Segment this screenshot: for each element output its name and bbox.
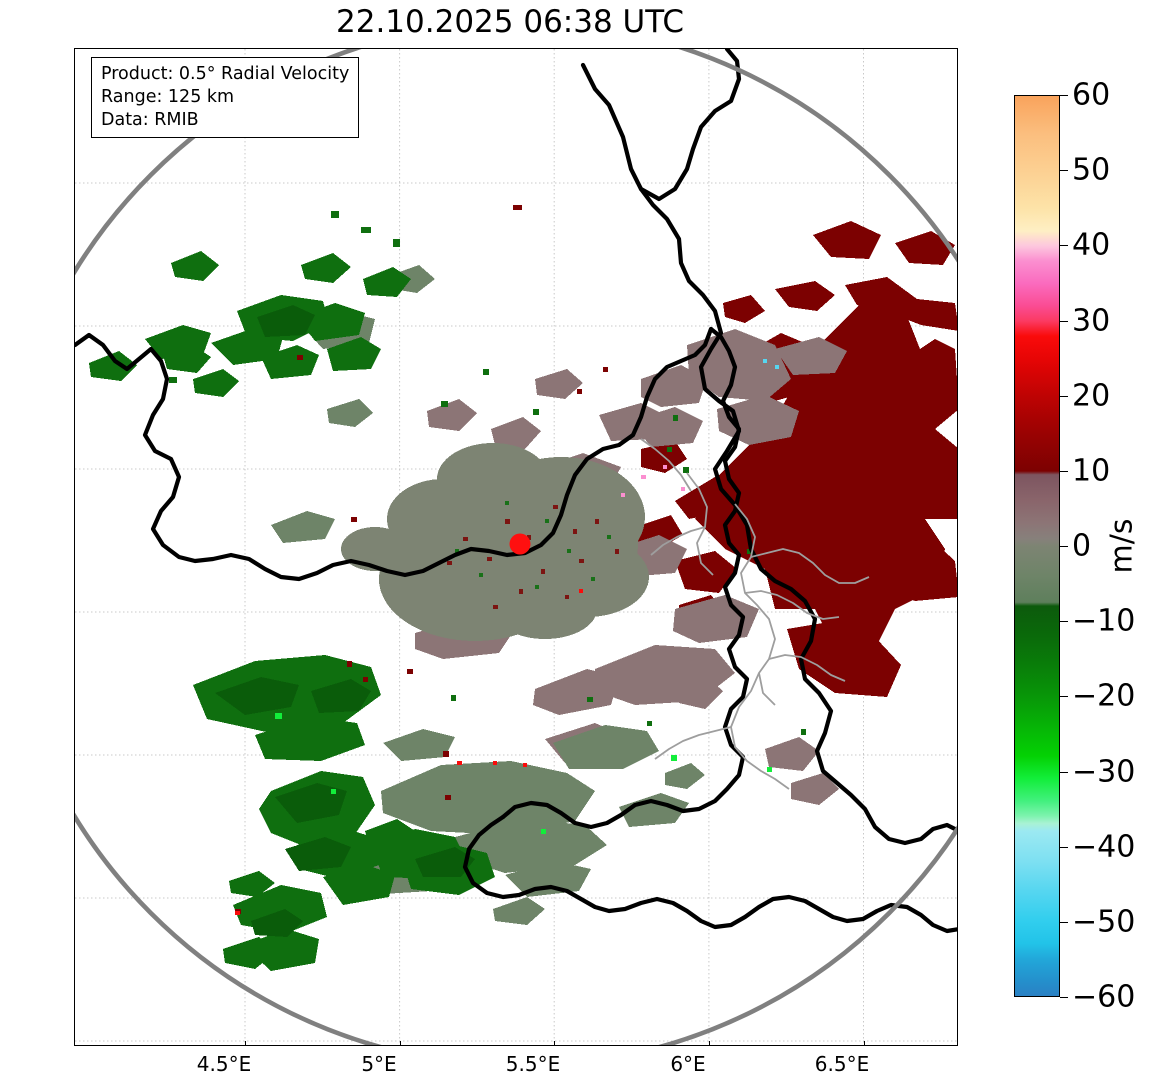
info-box: Product: 0.5° Radial Velocity Range: 125… [91,57,360,139]
info-product: Product: 0.5° Radial Velocity [101,64,350,84]
xtick-mark-0 [244,1041,246,1045]
colorbar-tick-label-0: 60 [1072,77,1111,113]
xtick-label-3: 6°E [670,1052,706,1076]
xtick-label-0: 4.5°E [196,1052,252,1076]
page-title: 22.10.2025 06:38 UTC [336,4,684,40]
ytick-mark-5 [74,898,75,899]
colorbar-tick-mark-4 [1060,395,1068,397]
colorbar-tick-label-5: 10 [1072,453,1111,489]
ytick-mark-1 [74,326,75,327]
ytick-mark-4 [74,755,75,756]
colorbar-tick-label-9: −30 [1072,754,1136,789]
xtick-label-1: 5°E [361,1052,397,1076]
colorbar-tick-label-12: −60 [1072,979,1136,1015]
ytick-mark-0 [74,183,75,184]
colorbar-tick-label-3: 30 [1072,303,1111,338]
colorbar-gradient [1014,95,1060,997]
colorbar-tick-mark-6 [1060,546,1068,547]
colorbar-tick-mark-12 [1060,997,1068,998]
colorbar-tick-mark-3 [1060,320,1068,322]
colorbar-tick-mark-8 [1060,696,1068,698]
xtick-label-4: 6.5°E [814,1052,870,1076]
colorbar-tick-mark-5 [1060,470,1068,472]
province-borders [640,438,870,790]
country-borders [75,49,957,934]
colorbar-tick-label-1: 50 [1072,152,1111,188]
colorbar-tick-label-6: 0 [1072,528,1092,564]
colorbar-tick-label-2: 40 [1072,227,1111,263]
ytick-mark-3 [74,612,75,613]
info-range: Range: 125 km [101,86,235,107]
ytick-mark-2 [74,469,75,470]
colorbar-tick-label-11: −50 [1072,904,1136,940]
colorbar-tick-mark-2 [1060,245,1068,247]
colorbar-tick-mark-11 [1060,921,1068,923]
colorbar[interactable]: 60 50 40 30 20 10 0 −10 −20 −30 −40 −50 −60 [1014,78,1135,1015]
ytick-mark-6 [74,1041,75,1042]
colorbar-tick-mark-1 [1060,170,1068,172]
colorbar-unit-label: m/s [1104,518,1140,574]
colorbar-tick-mark-9 [1060,771,1068,773]
colorbar-tick-label-10: −40 [1072,829,1136,865]
colorbar-tick-mark-7 [1060,621,1068,623]
map-plot-area[interactable]: Product: 0.5° Radial Velocity Range: 125… [74,48,958,1046]
colorbar-tick-label-7: −10 [1072,603,1136,639]
radar-echo-field [89,205,957,971]
radar-site-marker [509,533,531,555]
info-data: Data: RMIB [101,109,199,130]
colorbar-tick-label-4: 20 [1072,378,1111,414]
xtick-label-2: 5.5°E [505,1052,561,1076]
xtick-mark-4 [863,1041,865,1045]
xtick-mark-3 [708,1041,710,1045]
colorbar-tick-mark-0 [1060,95,1068,96]
colorbar-tick-label-8: −20 [1072,678,1136,714]
colorbar-tick-mark-10 [1060,846,1068,848]
xtick-mark-2 [554,1041,556,1045]
radar-map [75,49,957,1045]
xtick-mark-1 [399,1041,401,1045]
